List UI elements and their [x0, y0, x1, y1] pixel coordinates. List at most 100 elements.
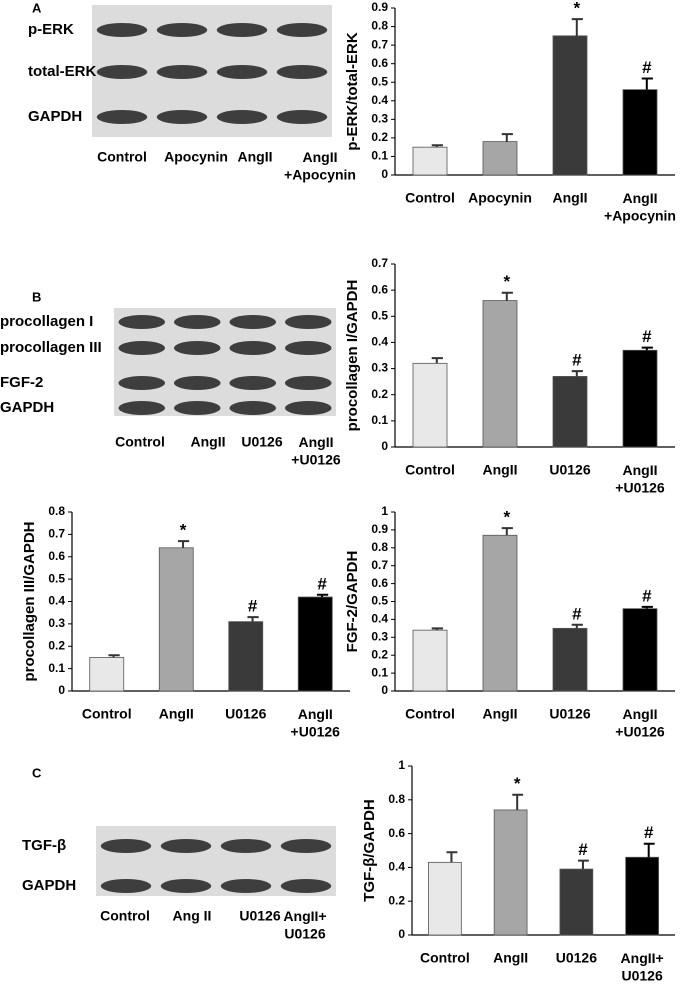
blot-band — [276, 110, 328, 124]
error-bar — [247, 616, 259, 622]
y-tick-label: 0.2 — [371, 647, 388, 661]
bar — [552, 35, 588, 176]
error-bar — [641, 77, 653, 90]
blot-band — [229, 376, 277, 390]
blot-band — [156, 110, 208, 124]
blot-band — [173, 315, 221, 329]
y-axis-label: p-ERK/total-ERK — [344, 32, 361, 150]
blot-row-label: procollagen III — [0, 339, 102, 356]
blot-row-label: FGF-2 — [0, 374, 43, 391]
bar — [552, 627, 588, 692]
bar — [622, 89, 658, 176]
blot-row-label: GAPDH — [22, 877, 76, 894]
bar — [428, 861, 462, 936]
blot-band — [96, 110, 148, 124]
y-tick-label: 0.4 — [371, 612, 388, 626]
error-bar — [108, 654, 120, 658]
y-tick-label: 0.1 — [48, 661, 65, 675]
blot-band — [96, 65, 148, 79]
bar — [412, 146, 448, 176]
blot-band — [173, 401, 221, 415]
blot-band — [216, 23, 268, 37]
bar — [493, 809, 528, 936]
significance-marker: * — [503, 272, 510, 291]
significance-marker: * — [573, 0, 580, 18]
y-tick-label: 0.7 — [48, 527, 65, 541]
y-tick-label: 0.7 — [371, 37, 388, 51]
blot-band — [118, 401, 166, 415]
y-tick-label: 0 — [381, 683, 388, 697]
y-tick-label: 0.5 — [48, 571, 65, 585]
y-tick-label: 0.6 — [371, 56, 388, 70]
y-tick-label: 0.3 — [371, 361, 388, 375]
blot-band — [229, 401, 277, 415]
bar — [412, 629, 448, 692]
y-tick-label: 1 — [381, 504, 388, 518]
x-tick-label: AngII — [483, 462, 518, 478]
lane-label: Control — [97, 149, 147, 165]
lane-label: AngII — [191, 434, 226, 450]
lane-label: AngII+U0126 — [283, 908, 326, 942]
y-tick-label: 0.2 — [388, 893, 405, 907]
x-tick-label: AngII+U0126 — [621, 950, 664, 984]
blot-row-label: GAPDH — [0, 399, 54, 416]
blot-band — [276, 23, 328, 37]
blot-band — [280, 839, 332, 853]
y-tick-label: 0 — [381, 167, 388, 181]
lane-label: Apocynin — [164, 149, 228, 165]
significance-marker: * — [514, 774, 521, 793]
error-bar — [501, 291, 513, 301]
y-tick-label: 0.9 — [371, 522, 388, 536]
blot-band — [118, 341, 166, 355]
y-tick-label: 0.1 — [371, 413, 388, 427]
error-bar — [501, 133, 513, 142]
y-tick-label: 0.9 — [371, 0, 388, 14]
error-bar — [177, 540, 190, 548]
y-tick-label: 0.4 — [48, 594, 65, 608]
x-tick-label: AngII+U0126 — [615, 706, 665, 740]
bar — [482, 534, 518, 692]
y-tick-label: 0 — [381, 439, 388, 453]
x-tick-label: AngII — [493, 950, 528, 966]
blot-band — [284, 401, 332, 415]
y-axis-label: procollagen III/GAPDH — [21, 521, 38, 681]
panel-letter: A — [32, 0, 42, 15]
bar — [622, 349, 658, 448]
bar — [412, 362, 448, 448]
y-tick-label: 1 — [398, 758, 405, 772]
significance-marker: # — [642, 327, 652, 346]
error-bar — [431, 627, 443, 631]
blot-band — [173, 376, 221, 390]
panel-letter: B — [32, 289, 41, 304]
x-tick-label: AngII — [553, 190, 588, 206]
y-axis-label: TGF-β/GAPDH — [361, 799, 378, 901]
y-tick-label: 0.8 — [388, 792, 405, 806]
error-bar — [446, 851, 458, 863]
blot-row-label: GAPDH — [28, 108, 82, 125]
y-tick-label: 0.2 — [371, 130, 388, 144]
blot-band — [160, 839, 212, 853]
blot-band — [229, 315, 277, 329]
blot-band — [276, 65, 328, 79]
y-tick-label: 0.1 — [371, 665, 388, 679]
y-tick-label: 0.6 — [48, 549, 65, 563]
x-tick-label: AngII — [483, 706, 518, 722]
blot-row-label: procollagen I — [0, 313, 93, 330]
lane-label: Ang II — [173, 908, 212, 924]
significance-marker: # — [248, 597, 258, 616]
blot-band — [173, 341, 221, 355]
y-tick-label: 0.6 — [388, 826, 405, 840]
blot-band — [156, 65, 208, 79]
x-tick-label: AngII+U0126 — [291, 706, 341, 740]
y-tick-label: 0.3 — [371, 629, 388, 643]
blot-band — [280, 879, 332, 893]
lane-label: Control — [115, 434, 165, 450]
y-tick-label: 0.7 — [371, 558, 388, 572]
y-tick-label: 0.5 — [371, 308, 388, 322]
significance-marker: * — [503, 508, 510, 527]
lane-label: U0126 — [241, 434, 282, 450]
bar — [559, 868, 594, 936]
bar — [89, 657, 125, 692]
significance-marker: # — [317, 574, 327, 593]
